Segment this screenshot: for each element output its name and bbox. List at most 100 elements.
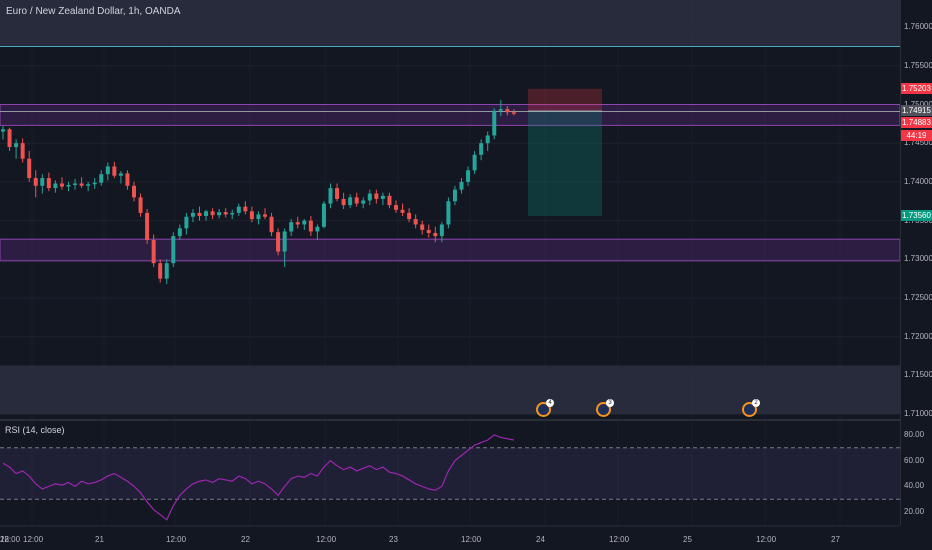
event-count-badge: 4 bbox=[546, 399, 554, 407]
candle bbox=[197, 212, 202, 216]
economic-event-icon[interactable]: 4 bbox=[536, 399, 554, 417]
time-tick-label: 24 bbox=[536, 535, 545, 544]
price-badge: 1.73560 bbox=[901, 209, 932, 221]
time-tick-label: 27 bbox=[831, 535, 840, 544]
candle bbox=[308, 220, 313, 232]
candle bbox=[400, 209, 405, 213]
candle bbox=[269, 216, 274, 233]
price-tick-label: 1.74500 bbox=[904, 138, 932, 148]
candle bbox=[92, 182, 97, 185]
candle bbox=[459, 181, 464, 190]
candle bbox=[46, 178, 51, 189]
candle bbox=[118, 173, 123, 176]
price-badge: 1.74883 bbox=[901, 117, 932, 129]
candle bbox=[289, 222, 294, 232]
candle bbox=[341, 198, 346, 206]
candle bbox=[492, 110, 497, 136]
economic-event-icon[interactable]: 3 bbox=[596, 399, 614, 417]
zone-band bbox=[0, 0, 900, 47]
candle bbox=[479, 143, 484, 155]
price-badge: 1.74915 bbox=[901, 105, 932, 117]
candle bbox=[505, 109, 510, 113]
price-tick-label: 1.75000 bbox=[904, 99, 932, 109]
candle bbox=[263, 214, 267, 217]
time-tick-label: 12:00 bbox=[23, 535, 44, 544]
candle bbox=[452, 189, 457, 202]
chart-background bbox=[0, 0, 900, 530]
candle bbox=[86, 184, 91, 186]
time-tick-label: 23 bbox=[389, 535, 398, 544]
price-tick-label: 1.73000 bbox=[904, 254, 932, 264]
candle bbox=[472, 154, 477, 171]
candle bbox=[210, 211, 215, 216]
economic-event-icon[interactable]: 2 bbox=[742, 399, 760, 417]
candle bbox=[426, 229, 431, 233]
zone-band bbox=[0, 365, 900, 415]
candle bbox=[151, 239, 156, 264]
candle bbox=[204, 211, 209, 216]
candle bbox=[27, 158, 32, 179]
candle bbox=[7, 129, 12, 148]
candle bbox=[190, 212, 195, 217]
candle bbox=[1, 129, 5, 132]
candle bbox=[367, 193, 372, 201]
candle bbox=[40, 178, 45, 186]
candle bbox=[387, 195, 392, 206]
candle bbox=[413, 219, 418, 225]
time-tick-label: 22 bbox=[241, 535, 250, 544]
zone-band bbox=[0, 104, 900, 126]
candle bbox=[177, 228, 182, 237]
candle bbox=[348, 197, 353, 206]
candle bbox=[145, 212, 150, 240]
candle bbox=[105, 166, 110, 175]
candle bbox=[446, 201, 451, 225]
time-tick-label: 12:00 bbox=[609, 535, 630, 544]
take-profit-zone bbox=[528, 111, 602, 216]
candle bbox=[295, 222, 300, 225]
candle bbox=[158, 263, 163, 279]
candle bbox=[14, 143, 19, 148]
rsi-tick-label: 80.00 bbox=[904, 429, 925, 439]
candle bbox=[138, 197, 143, 213]
candle bbox=[374, 193, 379, 199]
price-tick-label: 1.71000 bbox=[904, 409, 932, 419]
candle bbox=[132, 185, 136, 198]
price-chart[interactable] bbox=[0, 0, 900, 530]
candle bbox=[59, 183, 64, 187]
time-tick-label: 25 bbox=[683, 535, 692, 544]
candle bbox=[223, 212, 228, 215]
candle bbox=[335, 188, 340, 199]
rsi-tick-label: 60.00 bbox=[904, 455, 925, 465]
rsi-title: RSI (14, close) bbox=[5, 425, 65, 435]
candle bbox=[315, 226, 320, 232]
time-tick-label: 12:00 bbox=[756, 535, 777, 544]
candle bbox=[125, 173, 130, 186]
price-badge: 1.75203 bbox=[901, 82, 932, 94]
time-tick-label: 12:00 bbox=[461, 535, 482, 544]
price-tick-label: 1.76000 bbox=[904, 22, 932, 32]
rsi-line bbox=[2, 434, 515, 521]
candle bbox=[236, 206, 241, 213]
time-tick-label: 12:00 bbox=[166, 535, 187, 544]
time-tick-label: 12:00 bbox=[0, 535, 21, 544]
candle bbox=[407, 212, 412, 220]
time-tick-label: 12:00 bbox=[316, 535, 337, 544]
rsi-tick-label: 20.00 bbox=[904, 507, 925, 517]
candle bbox=[73, 183, 78, 186]
price-tick-label: 1.72500 bbox=[904, 293, 932, 303]
candle bbox=[420, 224, 425, 230]
candle bbox=[249, 211, 254, 220]
price-tick-label: 1.74000 bbox=[904, 176, 932, 186]
candle bbox=[302, 220, 307, 225]
candle bbox=[243, 206, 248, 212]
candle bbox=[498, 109, 503, 111]
rsi-tick-label: 40.00 bbox=[904, 481, 925, 491]
candle bbox=[328, 188, 333, 204]
rsi-band bbox=[0, 447, 900, 500]
price-tick-label: 1.71500 bbox=[904, 370, 932, 380]
candle bbox=[112, 166, 117, 176]
zone-band bbox=[0, 238, 900, 262]
candle bbox=[66, 185, 71, 187]
candle bbox=[33, 178, 38, 186]
candle bbox=[256, 214, 261, 220]
